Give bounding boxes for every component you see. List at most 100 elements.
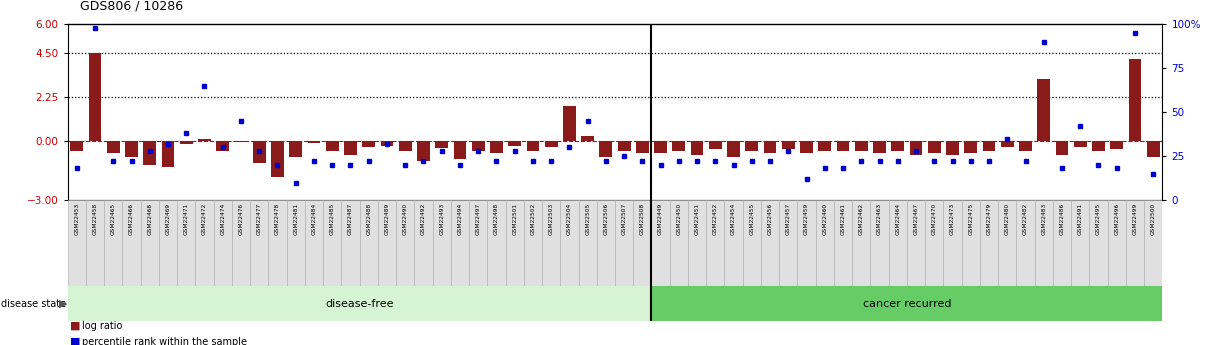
Text: GSM22481: GSM22481 [293,203,298,235]
Text: GSM22487: GSM22487 [348,203,353,235]
Bar [214,200,231,286]
Bar [1016,200,1034,286]
Bar [743,200,761,286]
Bar [1071,200,1090,286]
Bar [582,136,594,141]
Bar [1037,79,1050,141]
Bar [964,141,977,153]
Bar [433,200,450,286]
Text: GSM22495: GSM22495 [1096,203,1101,235]
Text: GSM22477: GSM22477 [257,203,262,235]
Bar [892,141,904,151]
Text: GSM22505: GSM22505 [585,203,590,235]
Bar [144,141,156,165]
Bar [797,200,815,286]
Bar [268,200,287,286]
Text: GSM22502: GSM22502 [530,203,535,235]
Text: GSM22507: GSM22507 [621,203,626,235]
Bar [745,141,758,151]
Text: GSM22496: GSM22496 [1114,203,1119,235]
Bar [818,141,831,151]
Text: GSM22472: GSM22472 [202,203,207,235]
Text: GSM22464: GSM22464 [895,203,900,235]
Text: GSM22466: GSM22466 [129,203,134,235]
Text: GSM22483: GSM22483 [1042,203,1047,235]
Bar [925,200,943,286]
Bar [180,141,193,145]
Bar [231,200,250,286]
Bar [341,200,359,286]
Bar [652,200,669,286]
Bar [708,141,722,149]
Bar [235,141,247,142]
Text: GSM22457: GSM22457 [786,203,791,235]
Bar [253,141,266,163]
Bar [561,200,578,286]
Bar [599,141,613,157]
Text: GSM22491: GSM22491 [1077,203,1082,235]
Text: GSM22462: GSM22462 [859,203,863,235]
Bar [323,200,341,286]
Bar [250,200,268,286]
Bar [1129,59,1141,141]
Bar [764,141,776,153]
Bar [417,141,429,161]
Text: GSM22452: GSM22452 [713,203,718,235]
Bar [1020,141,1032,151]
Text: GSM22490: GSM22490 [402,203,407,235]
Text: GSM22479: GSM22479 [986,203,991,235]
Bar [305,200,323,286]
Bar [545,141,557,147]
Bar [652,286,1171,321]
Text: GSM22473: GSM22473 [950,203,954,235]
Text: GSM22461: GSM22461 [840,203,845,235]
Text: GSM22500: GSM22500 [1151,203,1156,235]
Bar [415,200,433,286]
Bar [782,141,795,149]
Text: GSM22504: GSM22504 [567,203,572,235]
Bar [196,200,214,286]
Bar [673,141,685,151]
Bar [89,53,101,141]
Bar [524,200,542,286]
Bar [399,141,412,151]
Text: GSM22471: GSM22471 [183,203,188,235]
Text: log ratio: log ratio [82,321,123,331]
Bar [107,141,119,153]
Bar [1107,200,1125,286]
Bar [1001,141,1014,147]
Bar [326,141,338,151]
Bar [542,200,561,286]
Text: GSM22454: GSM22454 [731,203,736,235]
Text: ▶: ▶ [59,299,68,308]
Bar [363,141,375,147]
Bar [943,200,962,286]
Bar [1053,200,1071,286]
Bar [597,200,615,286]
Text: GSM22501: GSM22501 [512,203,517,235]
Bar [907,200,925,286]
Text: GSM22480: GSM22480 [1005,203,1010,235]
Bar [578,200,597,286]
Text: GSM22476: GSM22476 [239,203,244,235]
Bar [1111,141,1123,149]
Bar [1146,141,1160,157]
Text: cancer recurred: cancer recurred [862,299,951,308]
Bar [177,200,196,286]
Bar [615,200,633,286]
Bar [454,141,466,159]
Bar [780,200,797,286]
Bar [450,200,469,286]
Bar [469,200,487,286]
Bar [86,200,105,286]
Bar [871,200,888,286]
Bar [359,200,378,286]
Bar [1125,200,1144,286]
Bar [617,141,631,151]
Text: GSM22449: GSM22449 [658,203,663,235]
Text: GSM22460: GSM22460 [823,203,828,235]
Bar [508,141,522,146]
Text: GSM22469: GSM22469 [166,203,171,235]
Bar [70,141,84,151]
Bar [1144,200,1162,286]
